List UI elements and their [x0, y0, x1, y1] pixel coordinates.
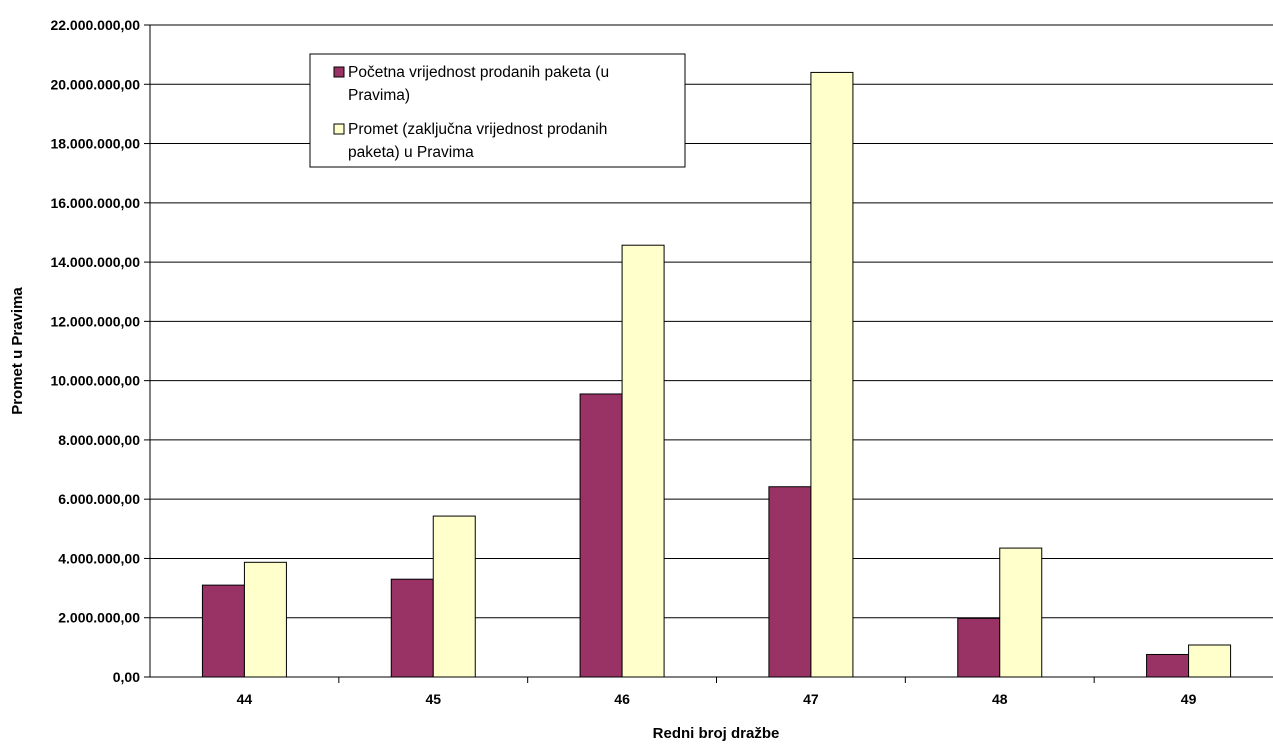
x-axis-title: Redni broj dražbe — [653, 725, 780, 742]
legend-swatch-series-2 — [333, 123, 345, 135]
x-tick-label: 44 — [237, 691, 253, 707]
legend-swatch-series-1 — [333, 66, 345, 78]
bar-promet-47 — [810, 71, 854, 678]
bar-pocetna-vrijednost-45 — [390, 578, 434, 678]
x-axis-ticks: 44 45 46 47 48 49 — [237, 677, 1197, 707]
y-tick-label: 8.000.000,00 — [58, 432, 140, 448]
y-tick-label: 20.000.000,00 — [50, 76, 140, 92]
y-axis-ticks: 0,00 2.000.000,00 4.000.000,00 6.000.000,00… — [50, 17, 150, 685]
bar-pocetna-vrijednost-48 — [957, 617, 1001, 678]
bar-pocetna-vrijednost-46 — [579, 393, 623, 678]
y-tick-label: 0,00 — [113, 669, 140, 685]
x-tick-label: 46 — [614, 691, 630, 707]
x-tick-label: 45 — [425, 691, 441, 707]
bar-promet-46 — [621, 244, 665, 678]
y-tick-label: 16.000.000,00 — [50, 195, 140, 211]
legend-label-series-2-line-1: Promet (zaključna vrijednost prodanih — [348, 121, 607, 138]
x-tick-label: 49 — [1181, 691, 1197, 707]
bar-promet-45 — [432, 515, 476, 678]
legend-box — [309, 53, 686, 168]
bar-pocetna-vrijednost-47 — [768, 486, 812, 678]
y-tick-label: 6.000.000,00 — [58, 491, 140, 507]
bar-pocetna-vrijednost-49 — [1146, 653, 1190, 678]
legend-label-series-1-line-1: Početna vrijednost prodanih paketa (u — [348, 64, 609, 81]
bar-pocetna-vrijednost-44 — [201, 584, 245, 678]
y-tick-label: 12.000.000,00 — [50, 313, 140, 329]
y-tick-label: 14.000.000,00 — [50, 254, 140, 270]
gridlines — [150, 24, 1273, 619]
bar-promet-44 — [243, 561, 287, 678]
y-tick-label: 18.000.000,00 — [50, 136, 140, 152]
bar-promet-49 — [1188, 644, 1232, 678]
y-tick-label: 2.000.000,00 — [58, 610, 140, 626]
x-tick-label: 48 — [992, 691, 1008, 707]
y-tick-label: 22.000.000,00 — [50, 17, 140, 33]
y-tick-label: 10.000.000,00 — [50, 373, 140, 389]
legend: Početna vrijednost prodanih paketa (u Pr… — [309, 53, 686, 168]
legend-label-series-1-line-2: Pravima) — [348, 87, 410, 104]
bar-promet-48 — [999, 547, 1043, 678]
x-tick-label: 47 — [803, 691, 819, 707]
y-axis-title: Promet u Pravima — [9, 287, 26, 415]
bars — [201, 71, 1232, 678]
legend-label-series-2-line-2: paketa) u Pravima — [348, 144, 474, 161]
y-tick-label: 4.000.000,00 — [58, 550, 140, 566]
